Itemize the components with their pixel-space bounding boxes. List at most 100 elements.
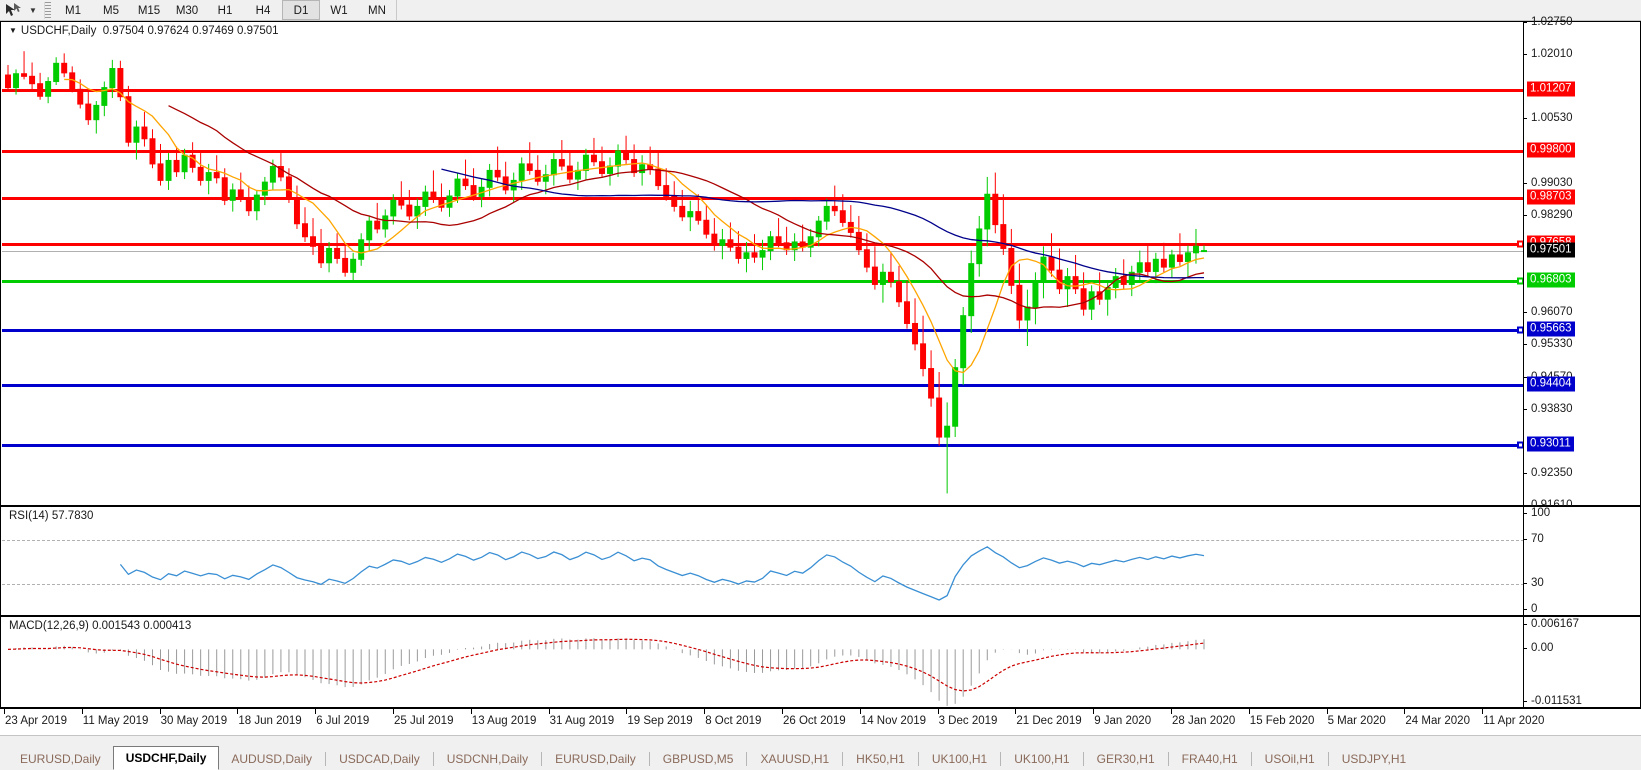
timeframe-button-m5[interactable]: M5 — [103, 5, 119, 17]
price-axis-badge-0.95663[interactable]: 0.95663 — [1527, 321, 1575, 337]
price-axis-badge-0.94404[interactable]: 0.94404 — [1527, 376, 1575, 392]
time-tick — [1171, 709, 1172, 714]
chart-tab-ger30-h1[interactable]: GER30,H1 — [1096, 751, 1155, 766]
crosshair-cursor-icon[interactable] — [0, 0, 26, 20]
time-tick — [1404, 709, 1406, 714]
chart-tab-hk50-h1[interactable]: HK50,H1 — [856, 751, 905, 766]
price-level-line-0.95663[interactable] — [2, 329, 1524, 333]
price-tick-label: 0.93830 — [1531, 402, 1573, 415]
axis-tick — [1523, 539, 1527, 541]
chart-tab-usdjpy-h1[interactable]: USDJPY,H1 — [1341, 751, 1407, 766]
rsi-line-series — [119, 546, 1205, 601]
chart-tab-uk100-h1[interactable]: UK100,H1 — [931, 751, 988, 766]
time-tick — [1248, 709, 1250, 714]
time-tick-label: 3 Dec 2019 — [938, 715, 998, 727]
axis-tick — [1523, 215, 1527, 217]
macd-tick-label: 0.00 — [1531, 642, 1554, 655]
price-tick-label: 1.00530 — [1531, 112, 1573, 125]
price-level-line-0.93011[interactable] — [2, 444, 1524, 448]
macd-plot[interactable] — [2, 618, 1524, 706]
time-tick-label: 28 Jan 2020 — [1172, 715, 1236, 727]
tab-separator — [1250, 752, 1252, 766]
rsi-plot[interactable] — [2, 508, 1524, 614]
chart-tab-eurusd-daily[interactable]: EURUSD,Daily — [20, 751, 101, 766]
chart-tab-usoil-h1[interactable]: USOil,H1 — [1264, 751, 1315, 766]
chart-tab-usdcnh-daily[interactable]: USDCNH,Daily — [446, 751, 529, 766]
timeframe-button-h1[interactable]: H1 — [217, 5, 233, 17]
timeframe-button-m30[interactable]: M30 — [175, 5, 199, 17]
triangle-down-icon[interactable]: ▼ — [9, 26, 17, 35]
timeframe-button-mn[interactable]: MN — [368, 5, 386, 17]
price-axis-badge-0.93011[interactable]: 0.93011 — [1527, 436, 1574, 452]
time-tick — [1326, 709, 1328, 714]
toolbar-grip[interactable] — [44, 1, 51, 19]
timeframe-button-w1[interactable]: W1 — [330, 5, 348, 17]
time-tick — [315, 709, 317, 714]
rsi-tick-label: 100 — [1531, 507, 1551, 519]
tab-separator — [1327, 752, 1329, 766]
chart-tab-fra40-h1[interactable]: FRA40,H1 — [1181, 751, 1238, 766]
price-level-line-0.98703[interactable] — [2, 197, 1524, 201]
price-level-line-0.99800[interactable] — [2, 149, 1524, 153]
rsi-tick-label: 70 — [1531, 533, 1544, 546]
time-tick-label: 13 Aug 2019 — [471, 715, 537, 727]
rsi-band-30 — [2, 583, 1524, 585]
time-tick — [1015, 709, 1017, 714]
moving-average-ma-fast — [64, 78, 1205, 374]
candlestick-series — [5, 51, 1207, 494]
timeframe-button-m15[interactable]: M15 — [137, 5, 161, 17]
chart-tab-usdchf-daily[interactable]: USDCHF,Daily — [112, 746, 220, 770]
price-level-line-1.01207[interactable] — [2, 88, 1524, 92]
time-tick — [393, 709, 394, 714]
rsi-axis[interactable]: 100 70 30 0 — [1523, 507, 1640, 615]
timeframe-button-h4[interactable]: H4 — [255, 5, 271, 17]
chart-area: ▼ USDCHF,Daily 0.97504 0.97624 0.97469 0.… — [0, 16, 1641, 735]
timeframe-button-d1[interactable]: D1 — [282, 0, 320, 20]
rsi-tick-label: 30 — [1531, 576, 1544, 589]
time-tick — [859, 709, 861, 714]
price-pane[interactable]: ▼ USDCHF,Daily 0.97504 0.97624 0.97469 0.… — [0, 16, 1641, 511]
time-tick-label: 11 Apr 2020 — [1483, 715, 1545, 727]
timeframe-button-m1[interactable]: M1 — [65, 5, 81, 17]
rsi-pane[interactable]: RSI(14) 57.7830 100 70 30 0 — [0, 506, 1641, 616]
time-tick-label: 30 May 2019 — [160, 715, 228, 727]
chart-tab-audusd-daily[interactable]: AUDUSD,Daily — [231, 751, 313, 766]
time-tick — [1482, 709, 1484, 714]
price-axis-badge-0.99800[interactable]: 0.99800 — [1527, 142, 1575, 158]
chart-tab-uk100-h1[interactable]: UK100,H1 — [1014, 751, 1070, 766]
axis-tick — [1523, 22, 1527, 23]
axis-tick — [1523, 513, 1527, 514]
time-tick-label: 31 Aug 2019 — [549, 715, 615, 727]
price-axis-badge-0.96803[interactable]: 0.96803 — [1527, 272, 1575, 288]
axis-tick — [1523, 472, 1527, 474]
price-axis-badge-0.98703[interactable]: 0.98703 — [1527, 189, 1575, 205]
axis-tick — [1523, 624, 1527, 625]
chart-tab-eurusd-daily[interactable]: EURUSD,Daily — [555, 751, 636, 766]
chevron-down-icon[interactable]: ▼ — [29, 5, 37, 15]
macd-axis[interactable]: 0.006167 0.00 -0.011531 — [1523, 617, 1640, 707]
time-tick-label: 21 Dec 2019 — [1016, 715, 1082, 727]
time-tick-label: 26 Oct 2019 — [783, 715, 846, 727]
price-level-line-0.96803[interactable] — [2, 279, 1524, 283]
price-plot[interactable] — [2, 23, 1524, 504]
time-tick-label: 6 Jul 2019 — [316, 715, 370, 727]
price-axis-badge-0.97501[interactable]: 0.97501 — [1527, 242, 1575, 258]
chart-symbol-label: ▼ USDCHF,Daily 0.97504 0.97624 0.97469 0.… — [9, 25, 279, 37]
price-axis[interactable]: 1.02750 1.02010 1.00530 0.99030 0.98290 0.960… — [1523, 16, 1640, 511]
tab-separator — [1000, 752, 1002, 766]
axis-tick — [1523, 343, 1527, 345]
price-axis-badge-1.01207[interactable]: 1.01207 — [1527, 81, 1575, 97]
chart-tab-xauusd-h1[interactable]: XAUUSD,H1 — [760, 751, 830, 766]
chart-tab-gbpusd-m5[interactable]: GBPUSD,M5 — [662, 751, 734, 766]
price-level-line-0.94404[interactable] — [2, 383, 1524, 387]
time-tick-label: 19 Sep 2019 — [627, 715, 693, 727]
macd-series — [7, 638, 1205, 706]
macd-pane[interactable]: MACD(12,26,9) 0.001543 0.000413 0.006167… — [0, 616, 1641, 708]
chart-tab-usdcad-daily[interactable]: USDCAD,Daily — [339, 751, 420, 766]
axis-tick — [1523, 505, 1527, 506]
tab-separator — [541, 752, 543, 766]
cursor-glyph — [5, 2, 21, 16]
time-axis[interactable]: 23 Apr 2019 11 May 2019 30 May 2019 18 Jun … — [0, 708, 1641, 735]
time-tick-label: 24 Mar 2020 — [1405, 715, 1470, 727]
